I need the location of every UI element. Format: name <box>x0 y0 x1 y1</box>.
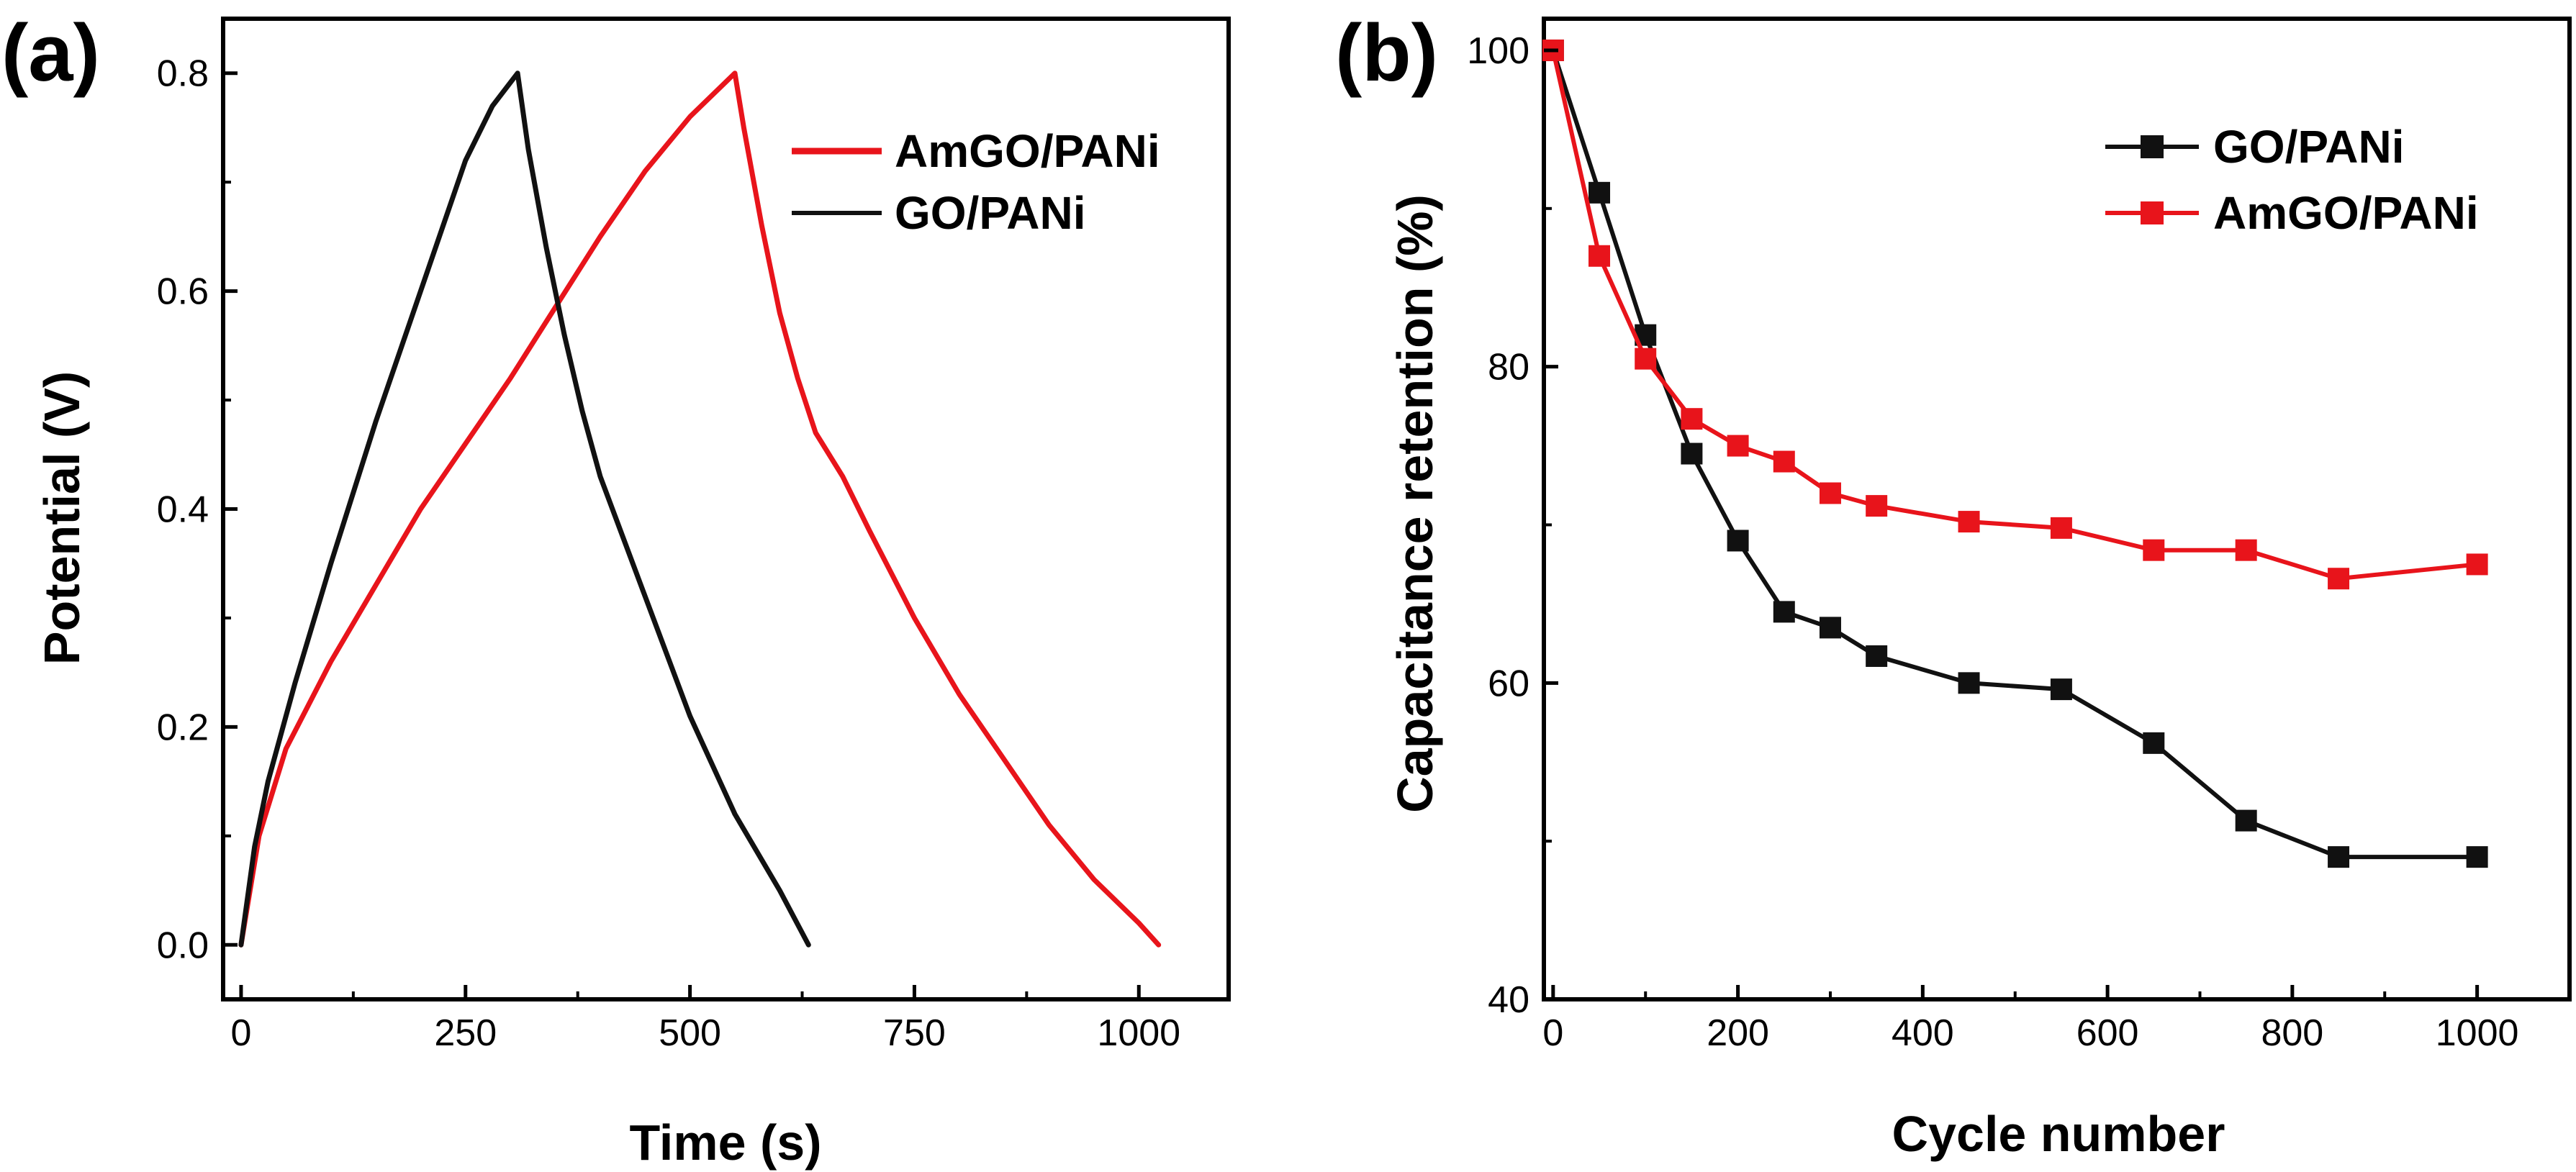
panel-a-y-axis-label: Potential (V) <box>34 371 90 665</box>
legend-b-label-go-pani: GO/PANi <box>2213 121 2405 173</box>
panel-b-x-ticks: 0 200 400 600 800 1000 <box>1542 985 2518 1054</box>
data-point-go-pani <box>2466 846 2488 868</box>
y-tick-label: 0.8 <box>157 53 209 95</box>
series-line-amgo-pani <box>238 71 1162 948</box>
data-point-amgo-pani <box>2466 553 2488 576</box>
y-tick-label: 80 <box>1488 347 1529 389</box>
data-point-amgo-pani <box>1773 450 1795 473</box>
data-point-go-pani <box>1958 672 1980 694</box>
data-point-amgo-pani <box>1819 482 1841 504</box>
y-tick-label: 40 <box>1488 979 1529 1021</box>
panel-b-series-layer <box>1542 39 2488 868</box>
legend-b-marker-go-pani <box>2141 135 2164 158</box>
panel-a-series-layer <box>238 71 1162 948</box>
legend-b-marker-amgo-pani <box>2141 201 2164 224</box>
data-point-go-pani <box>2143 732 2165 754</box>
data-point-go-pani <box>1773 601 1795 623</box>
data-point-go-pani <box>1681 442 1703 465</box>
x-tick-label: 250 <box>434 1012 497 1054</box>
x-tick-label: 800 <box>2261 1012 2323 1054</box>
data-point-amgo-pani <box>1681 408 1703 430</box>
panel-a-x-ticks: 0 250 500 750 1000 <box>230 985 1180 1054</box>
data-point-amgo-pani <box>2143 539 2165 561</box>
x-tick-label: 600 <box>2076 1012 2139 1054</box>
panel-b-label: (b) <box>1335 8 1438 98</box>
x-tick-label: 0 <box>1542 1012 1563 1054</box>
panel-a-x-axis-label: Time (s) <box>629 1114 821 1171</box>
data-point-go-pani <box>1866 645 1888 667</box>
y-tick-label: 0.0 <box>157 925 209 966</box>
data-point-amgo-pani <box>1727 435 1749 457</box>
panel-b: (b) 0 200 400 600 800 1000 40 60 80 100 Cycle nu… <box>1335 8 2572 1162</box>
data-point-go-pani <box>1819 617 1841 639</box>
data-point-amgo-pani <box>2050 517 2072 539</box>
panel-a-label: (a) <box>1 8 100 98</box>
x-tick-label: 750 <box>883 1012 946 1054</box>
y-tick-label: 0.4 <box>157 489 209 531</box>
panel-a-legend: AmGO/PANi GO/PANi <box>792 125 1160 239</box>
panel-b-y-ticks: 40 60 80 100 <box>1467 30 1558 1021</box>
data-point-go-pani <box>2328 846 2350 868</box>
panel-b-legend: GO/PANi AmGO/PANi <box>2105 121 2479 239</box>
data-point-go-pani <box>2050 678 2072 701</box>
x-tick-label: 400 <box>1892 1012 1954 1054</box>
legend-a-label-go-pani: GO/PANi <box>895 187 1086 239</box>
x-tick-label: 200 <box>1707 1012 1769 1054</box>
panel-a: (a) 0 250 500 750 1000 0.0 0.2 0.4 0.6 0.8 Time … <box>1 8 1231 1171</box>
data-point-amgo-pani <box>1588 245 1611 267</box>
data-point-amgo-pani <box>2235 539 2257 561</box>
data-point-amgo-pani <box>2328 568 2350 590</box>
data-point-go-pani <box>1588 181 1611 204</box>
legend-b-label-amgo-pani: AmGO/PANi <box>2213 187 2479 239</box>
panel-b-y-axis-label: Capacitance retention (%) <box>1387 194 1443 813</box>
data-point-amgo-pani <box>1635 347 1657 370</box>
x-tick-label: 500 <box>659 1012 721 1054</box>
legend-a-label-amgo-pani: AmGO/PANi <box>895 125 1160 177</box>
y-tick-label: 100 <box>1467 30 1529 72</box>
data-point-go-pani <box>2235 809 2257 832</box>
y-tick-label: 0.2 <box>157 707 209 748</box>
x-tick-label: 0 <box>230 1012 251 1054</box>
data-point-amgo-pani <box>1866 495 1888 517</box>
data-point-amgo-pani <box>1958 511 1980 533</box>
x-tick-label: 1000 <box>1097 1012 1180 1054</box>
series-line-go-pani <box>238 71 811 948</box>
y-tick-label: 60 <box>1488 663 1529 704</box>
panel-b-x-axis-label: Cycle number <box>1892 1106 2225 1162</box>
data-point-go-pani <box>1727 530 1749 552</box>
panel-b-plot-frame <box>1542 17 2572 1001</box>
y-tick-label: 0.6 <box>157 271 209 313</box>
x-tick-label: 1000 <box>2436 1012 2519 1054</box>
panel-a-y-ticks: 0.0 0.2 0.4 0.6 0.8 <box>157 53 238 966</box>
